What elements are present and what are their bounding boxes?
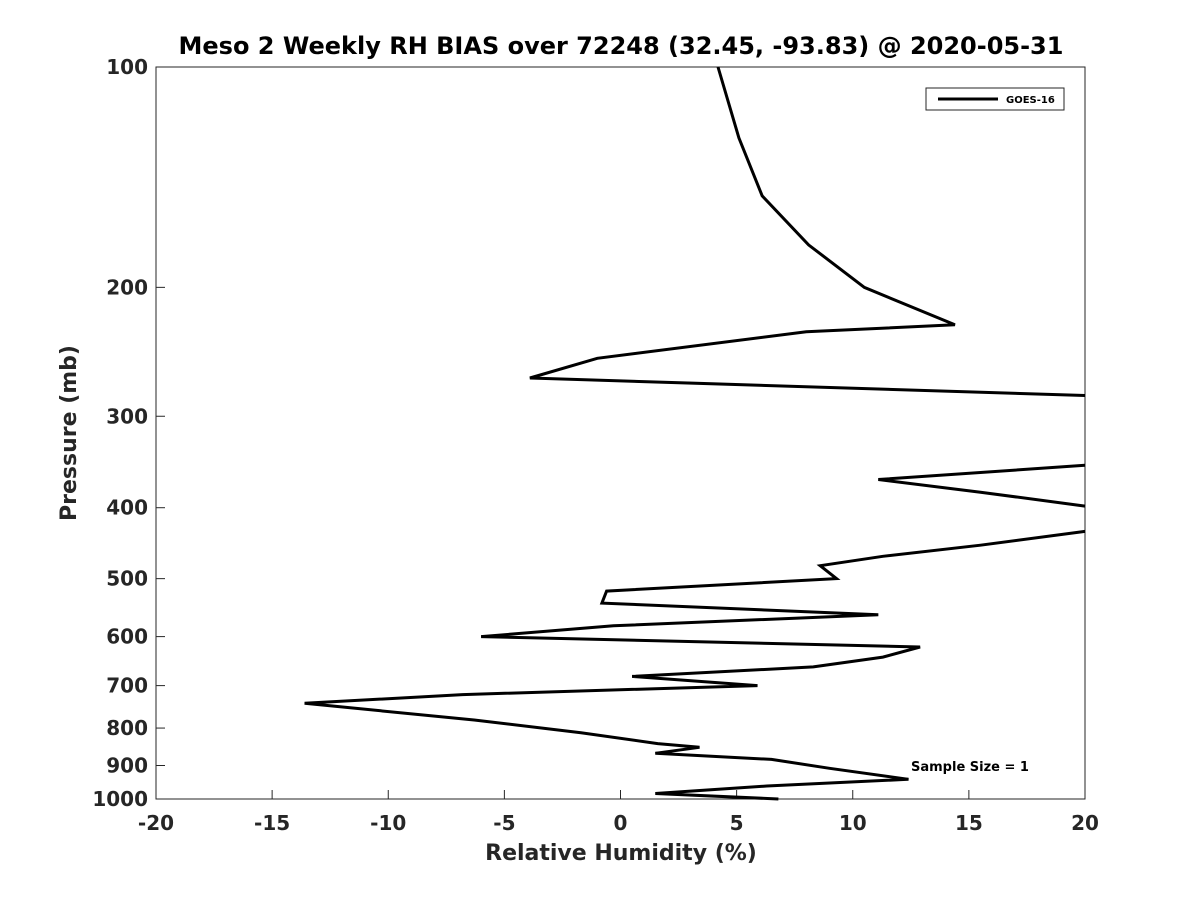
y-tick-label: 200 (106, 275, 148, 299)
chart-title: Meso 2 Weekly RH BIAS over 72248 (32.45,… (179, 32, 1064, 60)
y-tick-label: 600 (106, 625, 148, 649)
axes-box (155, 66, 1086, 800)
x-tick-label: 20 (1071, 811, 1099, 835)
y-tick-label: 1000 (92, 787, 148, 811)
y-tick-label: 800 (106, 716, 148, 740)
y-axis: 100 200 300 400 500 600 700 800 900 1000 (92, 55, 165, 811)
x-tick-label: 15 (955, 811, 983, 835)
x-axis-label: Relative Humidity (%) (485, 841, 757, 866)
y-tick-label: 100 (106, 55, 148, 79)
x-tick-label: 0 (614, 811, 628, 835)
y-axis-label: Pressure (mb) (57, 345, 82, 521)
plot-area (155, 66, 1086, 800)
x-tick-label: 10 (839, 811, 867, 835)
legend-label-goes-16: GOES-16 (1006, 95, 1055, 106)
x-tick-label: -15 (254, 811, 290, 835)
sample-size-annotation: Sample Size = 1 (911, 760, 1029, 775)
legend: GOES-16 (925, 87, 1065, 111)
x-tick-label: -10 (370, 811, 406, 835)
series-line-goes-16 (878, 463, 1086, 508)
x-tick-label: -5 (493, 811, 515, 835)
x-tick-label: 5 (730, 811, 744, 835)
y-tick-label: 500 (106, 567, 148, 591)
y-tick-label: 300 (106, 404, 148, 428)
x-axis: -20 -15 -10 -5 0 5 10 15 20 (138, 790, 1099, 835)
series-layer (304, 66, 1086, 801)
y-tick-label: 400 (106, 496, 148, 520)
y-tick-label: 900 (106, 754, 148, 778)
series-line-goes-16 (529, 66, 1086, 397)
x-tick-label: -20 (138, 811, 174, 835)
series-line-goes-16 (304, 529, 1086, 801)
y-tick-label: 700 (106, 674, 148, 698)
